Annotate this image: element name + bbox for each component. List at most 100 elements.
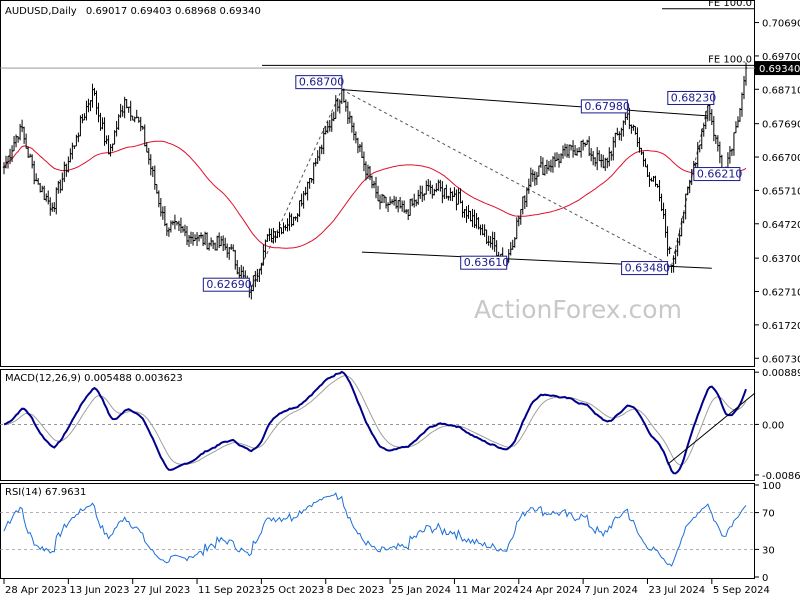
candles-layer <box>2 62 748 300</box>
candle <box>439 179 442 192</box>
candle <box>664 208 667 238</box>
candle <box>539 156 543 168</box>
candle <box>87 98 90 113</box>
candle <box>230 244 233 250</box>
candle <box>308 177 311 189</box>
candle <box>646 164 649 178</box>
candle <box>344 99 348 112</box>
candle <box>372 180 376 189</box>
candle <box>205 232 209 250</box>
rsi-line <box>3 492 747 567</box>
candle <box>551 156 555 173</box>
candle <box>181 225 185 233</box>
candle <box>396 200 400 213</box>
candle <box>177 220 181 232</box>
candle <box>6 155 10 169</box>
price-level-box <box>295 75 343 90</box>
candle <box>662 202 665 220</box>
candle <box>467 204 470 219</box>
candle <box>537 165 541 177</box>
candle <box>638 137 641 153</box>
candle <box>95 90 98 115</box>
candle <box>411 198 414 207</box>
candle <box>328 119 331 132</box>
candle <box>334 95 337 120</box>
candle <box>147 147 150 165</box>
candle <box>376 185 380 202</box>
candle <box>173 214 177 230</box>
candle <box>236 260 239 275</box>
rsi-axis: 100 70 30 0 <box>755 481 781 584</box>
candle <box>598 150 601 162</box>
price-level-box <box>621 261 669 276</box>
candle <box>716 135 720 152</box>
candle <box>304 186 307 196</box>
candle <box>117 114 120 130</box>
candle <box>495 240 498 258</box>
trendline <box>341 89 708 117</box>
candle <box>83 113 86 121</box>
candle <box>298 200 301 217</box>
rsi-pane-frame <box>0 483 755 579</box>
candle <box>660 193 663 212</box>
candle <box>585 139 589 146</box>
candle <box>45 193 48 202</box>
date-tick-label: 24 Apr 2024 <box>520 585 582 596</box>
candle <box>169 220 173 233</box>
candle <box>28 153 32 158</box>
candle <box>320 144 323 155</box>
candle <box>519 208 522 225</box>
candle <box>511 239 514 250</box>
candle <box>201 234 205 247</box>
date-tick-label: 28 Apr 2023 <box>5 585 67 596</box>
date-tick-label: 23 Jul 2024 <box>648 585 705 596</box>
candle <box>354 131 358 144</box>
price-tick-label: 0.68710 <box>762 85 800 96</box>
price-axis: 0.70690 0.69700 0.68710 0.67690 0.66700 0.657… <box>755 19 800 365</box>
candle <box>455 189 458 211</box>
candle <box>115 120 118 137</box>
candle <box>81 113 84 124</box>
date-tick-label: 8 Dec 2023 <box>327 585 385 596</box>
current-price-tag <box>755 61 800 76</box>
candle <box>211 240 215 249</box>
macd-title: MACD(12,26,9) 0.005488 0.003623 <box>5 373 183 384</box>
candle <box>666 226 669 257</box>
candle <box>571 140 575 158</box>
ohlc-values: 0.69017 0.69403 0.68968 0.69340 <box>86 6 261 17</box>
candle <box>2 162 6 175</box>
candle <box>742 75 746 100</box>
candle <box>63 161 66 183</box>
candle <box>489 236 492 248</box>
candle <box>553 152 557 168</box>
candle <box>288 212 291 231</box>
price-tick-label: 0.66700 <box>762 153 800 164</box>
symbol-name: AUDUSD,Daily <box>5 6 77 17</box>
price-level-label: 0.68700 <box>299 76 345 89</box>
candle <box>163 205 167 227</box>
candle <box>159 197 163 217</box>
candle <box>252 275 255 292</box>
candle <box>386 202 390 213</box>
price-level-box <box>693 167 741 182</box>
candle <box>368 165 372 181</box>
candle <box>644 158 647 168</box>
candle <box>340 89 344 104</box>
candle <box>587 136 591 157</box>
candle <box>704 111 707 130</box>
candle <box>93 87 96 96</box>
candle <box>481 224 484 236</box>
date-tick-label: 27 Jul 2023 <box>134 585 191 596</box>
candle <box>356 137 360 154</box>
candle <box>614 132 617 148</box>
candle <box>310 178 313 183</box>
candle <box>453 187 456 198</box>
candle <box>330 112 333 132</box>
candle <box>636 127 639 147</box>
date-tick-label: 25 Jan 2024 <box>391 585 451 596</box>
candle <box>314 158 317 167</box>
price-level-label: 0.63480 <box>625 262 671 275</box>
candle <box>61 172 64 191</box>
candle <box>624 111 627 125</box>
candle <box>358 143 362 153</box>
